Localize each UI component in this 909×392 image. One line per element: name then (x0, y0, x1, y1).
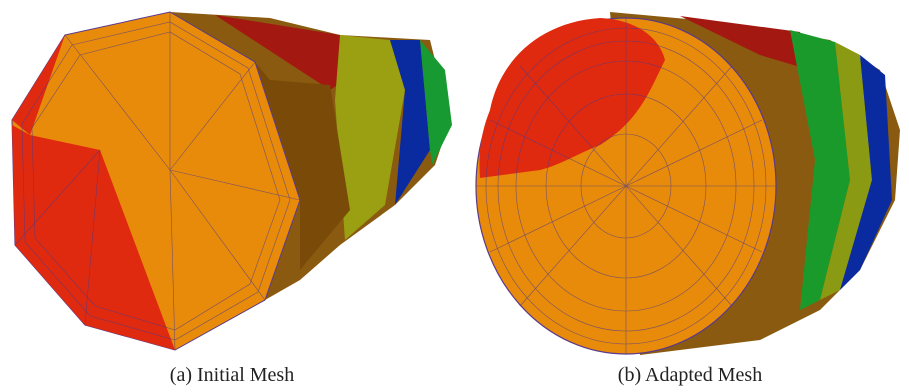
figure: (a) Initial Mesh (b) Adapted Mesh (0, 0, 909, 392)
caption: (a) Initial Mesh (170, 364, 294, 386)
caption: (b) Adapted Mesh (618, 364, 762, 386)
initial-mesh (12, 12, 452, 350)
adapted-mesh (476, 12, 900, 355)
